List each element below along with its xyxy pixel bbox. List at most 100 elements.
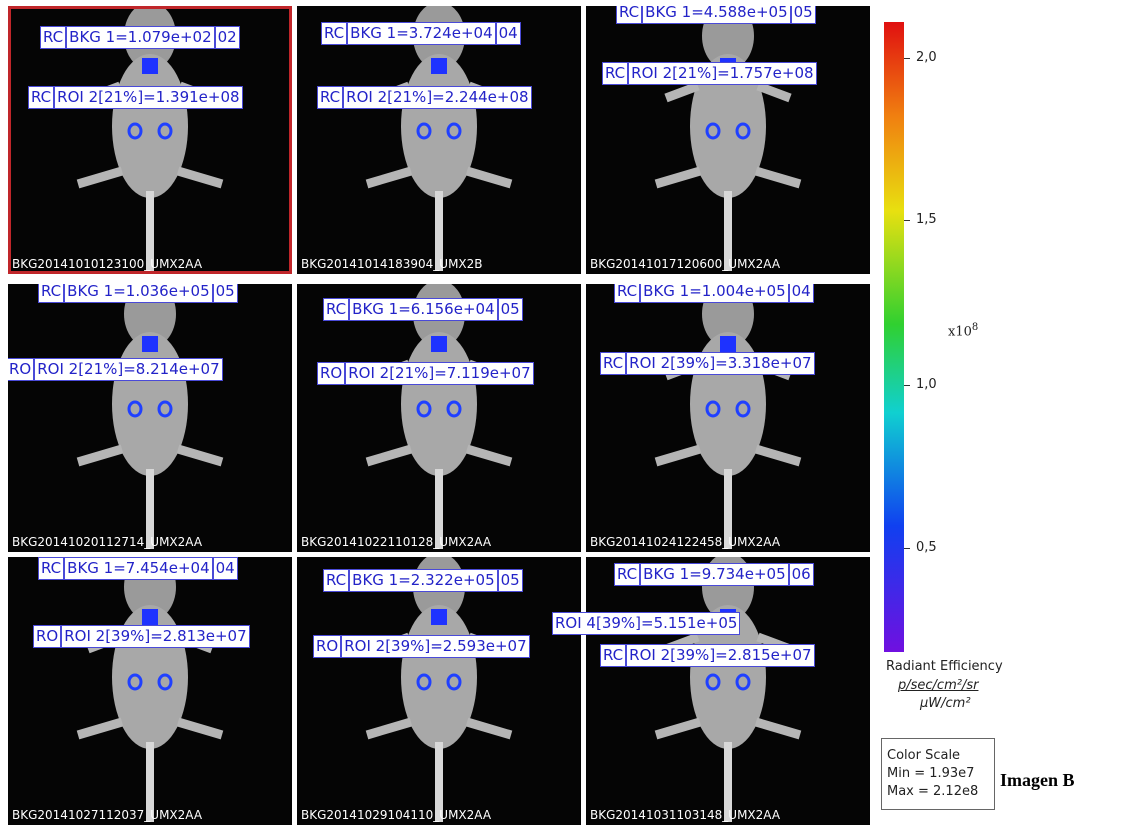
file-name: BKG20141027112037_UMX2AA: [12, 808, 202, 822]
bkg-roi: [431, 609, 447, 625]
image-panel: RCBKG 1=1.036e+0505 ROROI 2[21%]=8.214e+0…: [8, 284, 292, 552]
label-part: RC: [616, 6, 642, 24]
mouse-image: [586, 557, 870, 825]
image-panel: RCBKG 1=1.079e+0202RCROI 2[21%]=1.391e+0…: [8, 6, 292, 274]
label-part: 05: [791, 6, 816, 24]
screen: x108 Radiant Efficiency p/sec/cm²/sr μW/…: [0, 0, 1126, 825]
label-part: 02: [215, 26, 240, 49]
label-part: RC: [323, 569, 349, 592]
label-part: RC: [323, 298, 349, 321]
caption: Imagen B: [1000, 770, 1075, 791]
roi-label: ROI 4[39%]=5.151e+05: [552, 612, 740, 635]
color-scale-max: Max = 2.12e8: [887, 784, 978, 799]
tick-label: 2,0: [916, 50, 937, 65]
label-part: RC: [600, 352, 626, 375]
label-part: RC: [614, 284, 640, 303]
label-part: BKG 1=1.004e+05: [640, 284, 788, 303]
image-panel: RCBKG 1=2.322e+0505 ROROI 2[39%]=2.593e+0…: [297, 557, 581, 825]
bkg-roi: [142, 609, 158, 625]
label-part: 05: [498, 569, 523, 592]
unit-bottom: μW/cm²: [920, 696, 971, 711]
label-part: BKG 1=7.454e+04: [64, 557, 212, 580]
mouse-image: [8, 284, 292, 552]
label-part: RC: [38, 557, 64, 580]
label-part: BKG 1=6.156e+04: [349, 298, 497, 321]
label-part: BKG 1=9.734e+05: [640, 563, 788, 586]
label-part: RC: [321, 22, 347, 45]
multiplier-base: x10: [948, 324, 972, 339]
file-name: BKG20141020112714_UMX2AA: [12, 535, 202, 549]
label-part: 04: [496, 22, 521, 45]
mouse-body: [112, 332, 188, 476]
tick-mark: [904, 385, 910, 386]
mouse-image: [586, 6, 870, 274]
mouse-image: [297, 6, 581, 274]
mouse-body: [401, 605, 477, 749]
bkg-roi: [431, 58, 447, 74]
bar-title: Radiant Efficiency: [886, 659, 1003, 674]
label-part: BKG 1=4.588e+05: [642, 6, 790, 24]
label-part: RO: [313, 635, 341, 658]
label-part: 04: [213, 557, 238, 580]
file-name: BKG20141010123100_UMX2AA: [12, 257, 202, 271]
label-part: 04: [789, 284, 814, 303]
mouse-body: [401, 332, 477, 476]
label-part: ROI 2[39%]=3.318e+07: [626, 352, 814, 375]
label-part: ROI 2[21%]=8.214e+07: [34, 358, 222, 381]
tick-label: 0,5: [916, 540, 937, 555]
label-part: ROI 2[21%]=2.244e+08: [343, 86, 531, 109]
label-part: RO: [8, 358, 34, 381]
tick-mark: [904, 58, 910, 59]
label-part: RC: [602, 62, 628, 85]
label-part: RC: [40, 26, 66, 49]
color-scale-min: Min = 1.93e7: [887, 766, 974, 781]
multiplier-exponent: 8: [972, 322, 978, 333]
tick-label: 1,5: [916, 212, 937, 227]
bkg-roi: [142, 336, 158, 352]
label-part: BKG 1=2.322e+05: [349, 569, 497, 592]
roi-label: ROROI 2[21%]=7.119e+07: [317, 362, 534, 385]
tick-mark: [904, 548, 910, 549]
label-part: ROI 2[39%]=2.813e+07: [61, 625, 249, 648]
color-scale-title: Color Scale: [887, 748, 960, 763]
file-name: BKG20141017120600_UMX2AA: [590, 257, 780, 271]
label-part: RO: [33, 625, 61, 648]
mouse-body: [112, 54, 188, 198]
mouse-image: [297, 557, 581, 825]
color-bar: [884, 22, 904, 652]
label-part: ROI 2[21%]=1.757e+08: [628, 62, 816, 85]
label-part: ROI 2[39%]=2.593e+07: [341, 635, 529, 658]
file-name: BKG20141022110128_UMX2AA: [301, 535, 491, 549]
tick-mark: [904, 220, 910, 221]
file-name: BKG20141014183904_UMX2B: [301, 257, 483, 271]
bkg-label: RCBKG 1=2.322e+0505: [323, 569, 523, 592]
label-part: ROI 4[39%]=5.151e+05: [552, 612, 740, 635]
file-name: BKG20141029104110_UMX2AA: [301, 808, 491, 822]
bkg-roi: [431, 336, 447, 352]
label-part: ROI 2[21%]=7.119e+07: [345, 362, 533, 385]
unit-top: p/sec/cm²/sr: [898, 678, 978, 693]
bkg-roi: [720, 336, 736, 352]
label-part: BKG 1=3.724e+04: [347, 22, 495, 45]
label-part: 06: [789, 563, 814, 586]
label-part: RC: [600, 644, 626, 667]
label-part: RC: [38, 284, 64, 303]
label-part: RC: [28, 86, 54, 109]
tick-label: 1,0: [916, 377, 937, 392]
